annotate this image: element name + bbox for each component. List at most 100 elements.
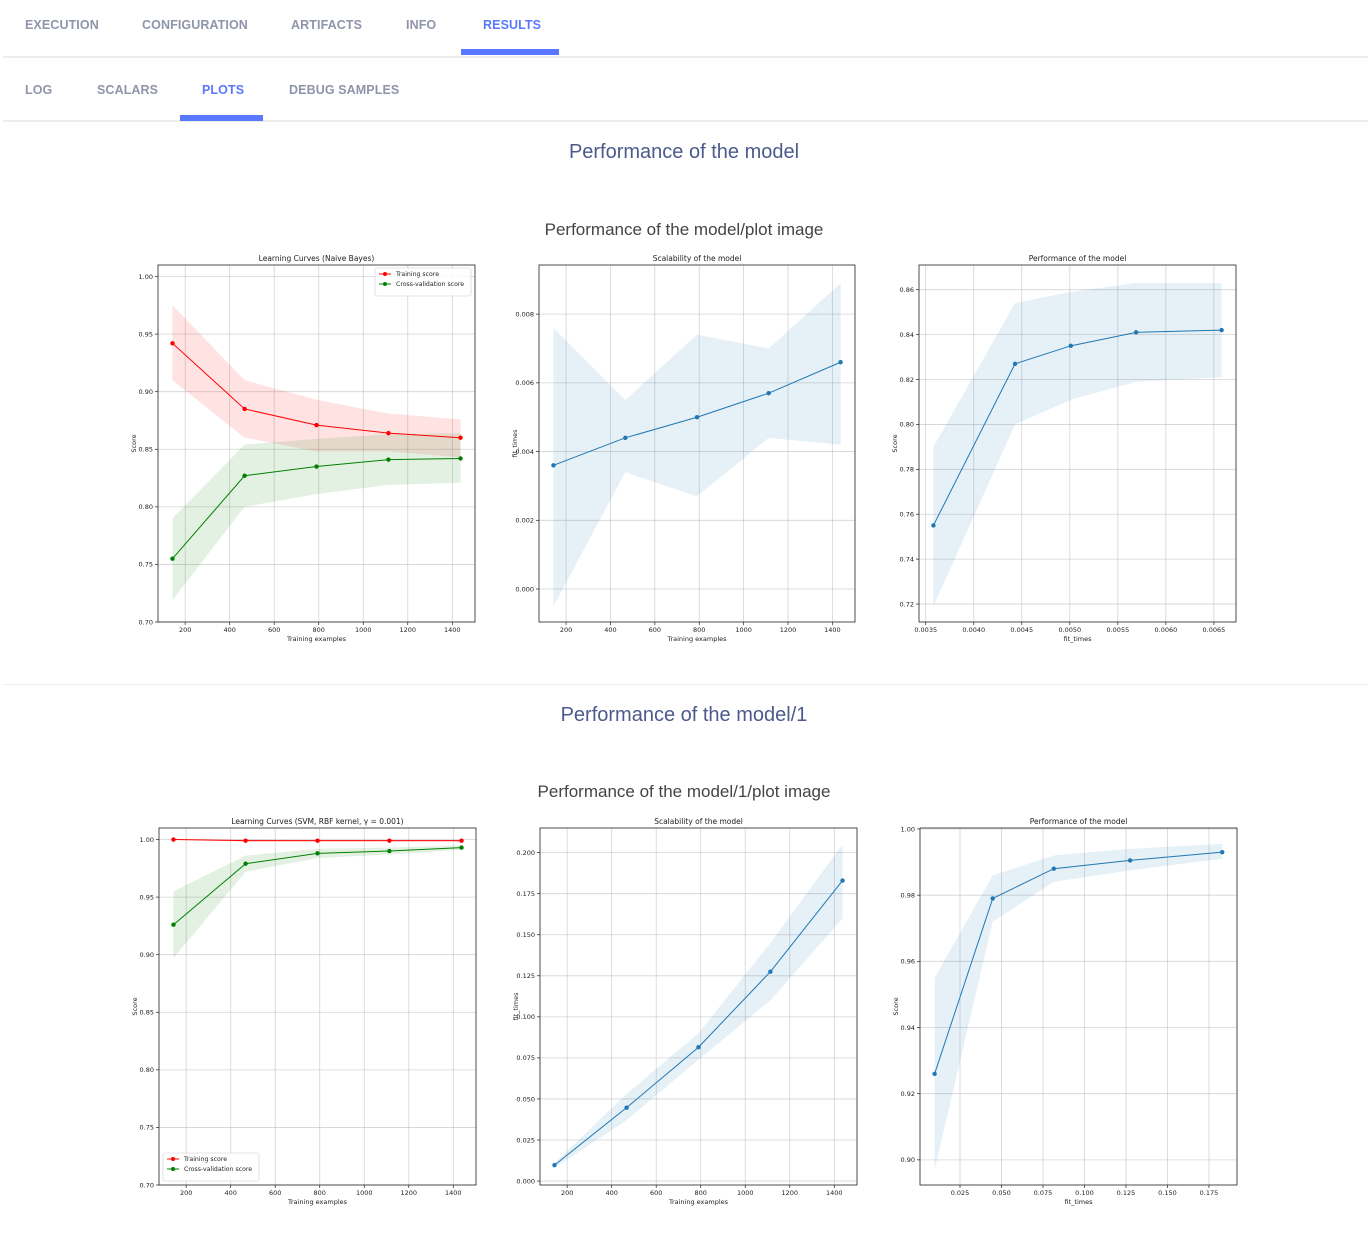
tab-results[interactable]: RESULTS xyxy=(483,18,542,32)
y-tick-label: 0.90 xyxy=(140,951,154,959)
y-tick-label: 0.96 xyxy=(901,958,915,966)
x-tick-label: 1200 xyxy=(400,1189,417,1197)
y-tick-label: 0.84 xyxy=(900,331,914,339)
plot-area xyxy=(920,828,1237,1185)
data-point xyxy=(1127,858,1133,863)
confidence-band xyxy=(172,305,461,458)
x-axis-label: Training examples xyxy=(287,1198,348,1206)
x-axis-label: Training examples xyxy=(286,635,347,643)
x-tick-label: 1000 xyxy=(735,626,752,634)
legend-label: Training score xyxy=(183,1156,227,1163)
x-tick-label: 1200 xyxy=(780,626,797,634)
chart-2: 200 400 600 800 1000 1200 1400 0.000 0.002 0.004 0… xyxy=(511,254,856,643)
y-tick-label: 0.175 xyxy=(516,890,535,898)
x-tick-label: 1000 xyxy=(356,1189,373,1197)
y-tick-label: 0.94 xyxy=(901,1024,915,1032)
y-tick-label: 0.000 xyxy=(516,1177,535,1185)
chart-5: 200 400 600 800 1000 1200 1400 0.000 0.025 0.050 0… xyxy=(512,817,858,1206)
tab-log[interactable]: LOG xyxy=(25,83,53,97)
data-point xyxy=(552,1162,557,1168)
x-axis-label: Training examples xyxy=(666,635,727,643)
chart-title: Learning Curves (Naive Bayes) xyxy=(259,254,375,263)
y-tick-label: 0.006 xyxy=(515,379,534,387)
data-point xyxy=(1012,361,1018,366)
x-tick-label: 0.0055 xyxy=(1106,626,1129,634)
data-point xyxy=(170,556,175,561)
y-tick-label: 0.70 xyxy=(139,618,153,626)
y-axis-label: fit_times xyxy=(511,429,519,458)
data-point xyxy=(315,838,320,843)
data-point xyxy=(694,415,700,420)
y-tick-label: 0.80 xyxy=(139,503,153,511)
chart-title: Performance of the model xyxy=(1029,254,1127,263)
tab-configuration[interactable]: CONFIGURATION xyxy=(142,18,248,32)
data-point xyxy=(387,838,392,843)
x-tick-label: 0.0060 xyxy=(1155,626,1178,634)
x-tick-label: 400 xyxy=(224,1189,236,1197)
tab-debug-samples[interactable]: DEBUG SAMPLES xyxy=(289,83,400,97)
y-tick-label: 0.75 xyxy=(139,561,153,569)
y-tick-label: 0.95 xyxy=(140,893,154,901)
tab-execution[interactable]: EXECUTION xyxy=(25,18,99,32)
legend-marker xyxy=(171,1167,175,1171)
y-tick-label: 0.82 xyxy=(900,376,914,384)
y-tick-label: 0.90 xyxy=(901,1156,915,1164)
y-tick-label: 0.75 xyxy=(140,1124,154,1132)
active-subtab-indicator xyxy=(180,115,263,121)
data-point xyxy=(840,878,845,883)
chart-title: Performance of the model xyxy=(1030,817,1128,826)
data-point xyxy=(170,341,175,346)
x-tick-label: 400 xyxy=(604,626,616,634)
section-title: Performance of the model/1 xyxy=(560,704,808,726)
y-tick-label: 0.74 xyxy=(900,555,914,563)
y-tick-label: 0.98 xyxy=(901,891,915,899)
x-tick-label: 400 xyxy=(223,626,235,634)
x-tick-label: 0.100 xyxy=(1075,1189,1094,1197)
x-axis-label: Training examples xyxy=(668,1198,729,1206)
tab-plots[interactable]: PLOTS xyxy=(202,83,245,97)
x-tick-label: 0.175 xyxy=(1200,1189,1219,1197)
data-point xyxy=(1220,849,1225,855)
plot-subtitle: Performance of the model/1/plot image xyxy=(537,782,831,801)
y-axis-label: fit_times xyxy=(512,992,520,1021)
x-tick-label: 800 xyxy=(313,626,325,634)
plot-frame xyxy=(158,827,477,1186)
x-axis-label: fit_times xyxy=(1064,635,1093,643)
data-point xyxy=(551,463,556,468)
data-point xyxy=(766,390,771,396)
chart-title: Learning Curves (SVM, RBF kernel, γ = 0.… xyxy=(231,817,403,826)
x-tick-label: 200 xyxy=(561,1189,573,1197)
y-tick-label: 0.002 xyxy=(515,517,534,525)
tab-scalars[interactable]: SCALARS xyxy=(97,83,159,97)
tab-artifacts[interactable]: ARTIFACTS xyxy=(291,18,363,32)
plot-area xyxy=(919,265,1236,622)
data-point xyxy=(1051,866,1056,871)
x-tick-label: 0.0045 xyxy=(1010,626,1033,634)
y-tick-label: 0.80 xyxy=(900,421,914,429)
y-tick-label: 0.78 xyxy=(900,466,914,474)
chart-1: 200 400 600 800 1000 1200 1400 0.70 0.75 0.80 0.85… xyxy=(130,254,476,643)
data-point xyxy=(624,1105,629,1110)
data-point xyxy=(314,464,319,469)
data-point xyxy=(838,360,843,365)
plot-subtitle: Performance of the model/plot image xyxy=(544,220,824,239)
x-tick-label: 0.125 xyxy=(1117,1189,1136,1197)
legend-marker xyxy=(383,272,387,276)
legend: Training score Cross-validation score xyxy=(374,267,472,297)
y-tick-label: 0.92 xyxy=(901,1090,915,1098)
y-axis-label: Score xyxy=(892,997,900,1015)
y-tick-label: 0.76 xyxy=(900,511,914,519)
plot-frame xyxy=(157,264,476,623)
data-point xyxy=(1219,327,1224,333)
data-point xyxy=(458,435,463,440)
chart-3: 0.0035 0.0040 0.0045 0.0050 0.0055 0.0060 0.00… xyxy=(891,254,1237,643)
data-point xyxy=(386,457,391,462)
tab-info[interactable]: INFO xyxy=(406,18,437,32)
data-point xyxy=(459,838,464,843)
data-point xyxy=(932,1071,937,1077)
confidence-band xyxy=(933,282,1222,607)
data-point xyxy=(314,422,319,428)
x-tick-label: 0.025 xyxy=(951,1189,970,1197)
y-tick-label: 0.200 xyxy=(516,849,535,857)
